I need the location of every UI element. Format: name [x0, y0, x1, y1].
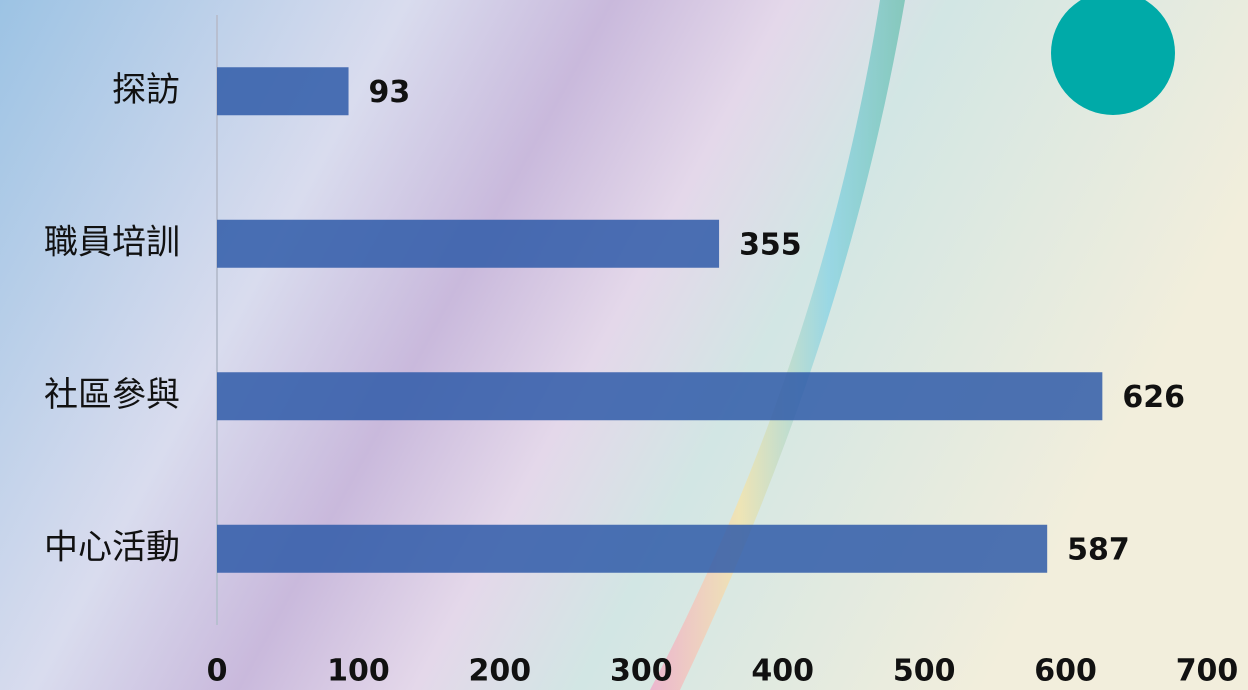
value-label: 587 — [1067, 532, 1130, 567]
x-tick-label: 700 — [1176, 654, 1239, 689]
x-tick-label: 300 — [610, 654, 673, 689]
y-tick-label: 中心活動 — [44, 527, 180, 567]
x-tick-label: 0 — [207, 654, 228, 689]
bar — [217, 67, 349, 116]
decorative-circle — [1051, 0, 1175, 115]
bar — [217, 219, 720, 268]
bar — [217, 524, 1048, 573]
y-tick-label: 探訪 — [112, 70, 180, 110]
x-tick-label: 400 — [751, 654, 814, 689]
x-tick-label: 600 — [1034, 654, 1097, 689]
x-tick-label: 500 — [893, 654, 956, 689]
value-label: 626 — [1122, 380, 1185, 415]
y-tick-label: 社區參與 — [44, 375, 180, 415]
plot: 0 100 200 300 400 500 600 700 探訪 93 職員培訓 355 社區參與 626… — [44, 67, 1239, 689]
value-label: 93 — [369, 75, 411, 110]
bar — [217, 372, 1103, 421]
x-tick-label: 100 — [327, 654, 390, 689]
y-tick-label: 職員培訓 — [44, 222, 180, 262]
decorative-band — [650, 0, 905, 690]
x-tick-label: 200 — [469, 654, 532, 689]
value-label: 355 — [739, 227, 802, 262]
